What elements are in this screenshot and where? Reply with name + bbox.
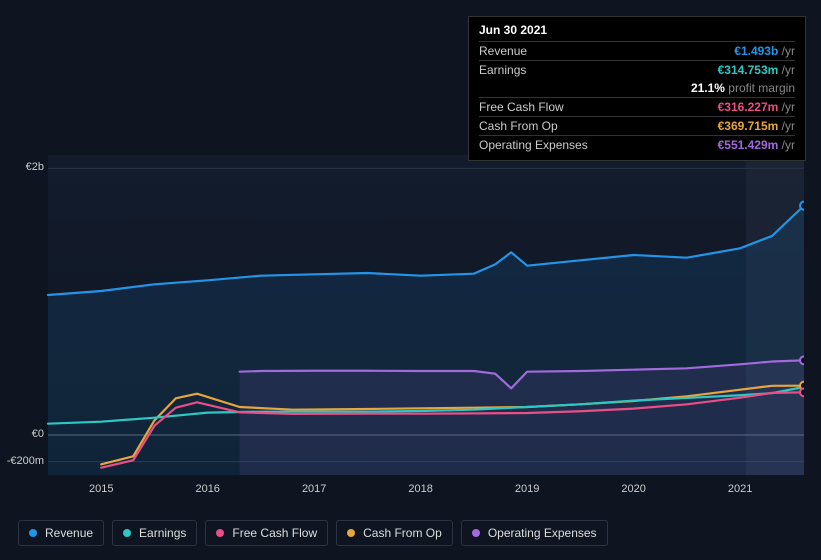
x-axis-label: 2015: [81, 483, 121, 495]
tooltip-label: Cash From Op: [479, 119, 589, 133]
chart-svg: [18, 155, 804, 495]
tooltip-label: Free Cash Flow: [479, 100, 589, 114]
tooltip-panel: Jun 30 2021 Revenue €1.493b /yr Earnings €3…: [468, 16, 806, 161]
tooltip-label: Revenue: [479, 44, 589, 58]
tooltip-label: Operating Expenses: [479, 138, 589, 152]
tooltip-value: 21.1% profit margin: [691, 81, 795, 95]
legend-label: Cash From Op: [363, 526, 442, 540]
y-axis-label: -€200m: [4, 455, 44, 467]
tooltip-row: Free Cash Flow €316.227m /yr: [479, 97, 795, 116]
tooltip-value: €369.715m /yr: [718, 119, 795, 133]
tooltip-row: Earnings €314.753m /yr: [479, 60, 795, 79]
chart-legend: Revenue Earnings Free Cash Flow Cash From O…: [18, 520, 608, 546]
legend-item-fcf[interactable]: Free Cash Flow: [205, 520, 328, 546]
tooltip-value: €314.753m /yr: [718, 63, 795, 77]
x-axis-label: 2017: [294, 483, 334, 495]
tooltip-value: €1.493b /yr: [734, 44, 795, 58]
legend-item-opex[interactable]: Operating Expenses: [461, 520, 608, 546]
legend-label: Free Cash Flow: [232, 526, 317, 540]
legend-label: Earnings: [139, 526, 186, 540]
tooltip-value: €316.227m /yr: [718, 100, 795, 114]
legend-label: Revenue: [45, 526, 93, 540]
legend-item-earnings[interactable]: Earnings: [112, 520, 197, 546]
legend-item-revenue[interactable]: Revenue: [18, 520, 104, 546]
financial-chart: €2b€0-€200m 2015201620172018201920202021: [18, 155, 804, 495]
legend-swatch: [29, 529, 37, 537]
legend-swatch: [472, 529, 480, 537]
legend-swatch: [123, 529, 131, 537]
tooltip-row: Operating Expenses €551.429m /yr: [479, 135, 795, 154]
tooltip-row: 21.1% profit margin: [479, 79, 795, 97]
legend-swatch: [216, 529, 224, 537]
x-axis-label: 2021: [720, 483, 760, 495]
x-axis-label: 2020: [614, 483, 654, 495]
legend-swatch: [347, 529, 355, 537]
y-axis-label: €0: [4, 428, 44, 440]
legend-item-cashop[interactable]: Cash From Op: [336, 520, 453, 546]
tooltip-label: Earnings: [479, 63, 589, 77]
tooltip-row: Revenue €1.493b /yr: [479, 41, 795, 60]
x-axis-label: 2016: [188, 483, 228, 495]
y-axis-label: €2b: [4, 161, 44, 173]
tooltip-title: Jun 30 2021: [479, 23, 795, 41]
tooltip-row: Cash From Op €369.715m /yr: [479, 116, 795, 135]
tooltip-label: [479, 81, 589, 95]
x-axis-label: 2018: [401, 483, 441, 495]
legend-label: Operating Expenses: [488, 526, 597, 540]
tooltip-value: €551.429m /yr: [718, 138, 795, 152]
x-axis-label: 2019: [507, 483, 547, 495]
